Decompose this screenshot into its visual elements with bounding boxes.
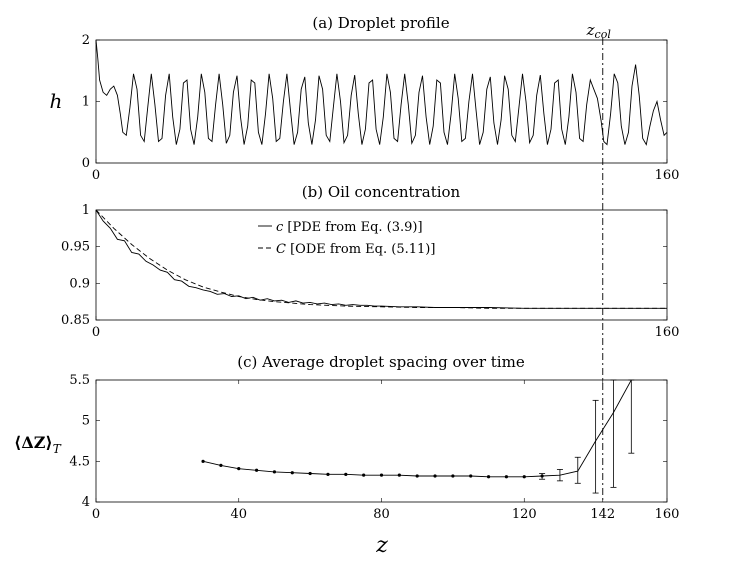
panel-oil-concentration: (b) Oil concentration 0 160 0.85 0.9 0.95 1 c… (61, 183, 679, 340)
data-point (290, 471, 294, 475)
legend-symbol-C: C (276, 242, 286, 257)
data-point (415, 474, 419, 478)
legend-text-c: [PDE from Eq. (3.9)] (283, 220, 422, 235)
data-point (397, 473, 401, 477)
data-point (362, 473, 366, 477)
y-tick-label: 4 (82, 495, 90, 510)
y-tick-label: 0.95 (61, 240, 90, 255)
x-tick-label: 160 (655, 325, 680, 340)
data-point (272, 470, 277, 474)
data-point (451, 474, 455, 478)
panel-b-title: (b) Oil concentration (302, 183, 461, 201)
data-point (540, 474, 544, 478)
data-point (219, 463, 223, 467)
y-tick-label: 0 (82, 156, 90, 171)
x-tick-label: 160 (655, 507, 680, 522)
y-tick-label: 2 (82, 33, 90, 48)
y-tick-label: 5 (82, 414, 90, 429)
x-tick-label: 120 (512, 507, 537, 522)
series-line-1 (95, 209, 667, 309)
z-col-label-main: z (586, 21, 595, 39)
series-line-0 (95, 39, 668, 146)
series-line-0 (95, 209, 667, 309)
panel-c-ylabel: ⟨ΔZ⟩T (14, 433, 62, 456)
data-point (486, 475, 491, 479)
panel-c-ylabel-sub: T (53, 442, 62, 456)
y-tick-label: 4.5 (69, 454, 90, 469)
y-tick-label: 0.9 (69, 276, 90, 291)
x-tick-label: 40 (230, 507, 247, 522)
x-tick-label: 80 (373, 507, 390, 522)
y-tick-label: 0.85 (61, 313, 90, 328)
panel-c-title: (c) Average droplet spacing over time (237, 353, 525, 371)
data-point (201, 459, 205, 463)
data-point (326, 472, 330, 476)
x-tick-label: 0 (92, 168, 100, 183)
data-point (254, 468, 259, 472)
panel-droplet-profile: (a) Droplet profile h 0 160 0 1 2 (50, 14, 680, 183)
legend-symbol-c: c (276, 220, 284, 235)
panel-b-plot: 0 160 0.85 0.9 0.95 1 (61, 203, 679, 340)
data-point (308, 471, 312, 476)
legend: c [PDE from Eq. (3.9)] C [ODE from Eq. (… (258, 220, 435, 257)
y-tick-label: 1 (82, 95, 90, 110)
data-point (522, 475, 526, 479)
y-tick-label: 5.5 (69, 373, 90, 388)
series-line-0 (202, 379, 632, 478)
z-col-label: zcol (586, 21, 612, 41)
panel-a-title: (a) Droplet profile (312, 14, 449, 32)
x-tick-label: 160 (655, 168, 680, 183)
data-point (433, 474, 437, 478)
data-point (469, 474, 473, 478)
data-point (237, 467, 241, 471)
panel-a-plot: 0 160 0 1 2 (82, 33, 680, 183)
panel-c-ylabel-main: ⟨ΔZ⟩ (14, 433, 53, 452)
legend-entry-C: C [ODE from Eq. (5.11)] (276, 242, 435, 257)
data-point (504, 475, 509, 479)
x-axis-label: z (375, 533, 388, 558)
axes-frame (95, 379, 668, 503)
panel-c-plot: 0 40 80 120 142 160 4 4.5 5 5.5 (69, 373, 679, 522)
z-col-label-sub: col (595, 28, 612, 41)
panel-average-spacing: (c) Average droplet spacing over time ⟨Δ… (14, 353, 679, 522)
x-tick-label: 142 (590, 507, 615, 522)
y-tick-label: 1 (82, 203, 90, 218)
x-tick-label: 0 (92, 325, 100, 340)
data-point (379, 473, 384, 477)
legend-text-C: [ODE from Eq. (5.11)] (286, 242, 435, 257)
x-tick-label: 0 (92, 507, 100, 522)
panel-a-ylabel: h (50, 89, 63, 113)
legend-entry-c: c [PDE from Eq. (3.9)] (276, 220, 423, 235)
data-point (344, 472, 348, 476)
axes-frame (95, 209, 668, 321)
